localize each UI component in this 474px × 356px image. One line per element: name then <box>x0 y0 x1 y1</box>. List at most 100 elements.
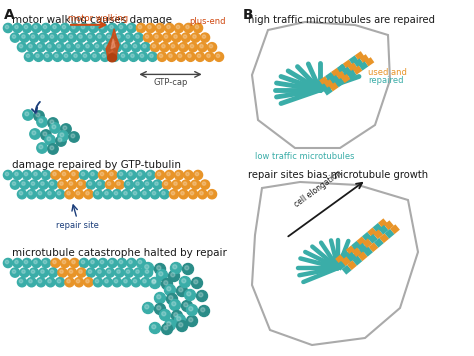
Circle shape <box>64 54 68 58</box>
Circle shape <box>171 192 175 195</box>
Circle shape <box>105 268 115 277</box>
Circle shape <box>144 33 153 42</box>
Circle shape <box>60 270 63 273</box>
Circle shape <box>50 123 60 133</box>
Circle shape <box>53 172 56 176</box>
Circle shape <box>67 180 77 189</box>
Circle shape <box>84 43 93 52</box>
Circle shape <box>102 54 106 58</box>
Circle shape <box>51 258 60 268</box>
Circle shape <box>198 43 207 52</box>
Circle shape <box>24 172 28 176</box>
Circle shape <box>29 268 38 277</box>
Circle shape <box>60 23 70 33</box>
Circle shape <box>89 171 98 179</box>
Circle shape <box>41 270 44 273</box>
Circle shape <box>58 131 68 141</box>
Circle shape <box>117 35 120 38</box>
Circle shape <box>41 35 44 38</box>
Circle shape <box>22 182 25 185</box>
Circle shape <box>50 270 54 273</box>
Circle shape <box>48 144 58 154</box>
Circle shape <box>22 171 32 179</box>
Circle shape <box>122 278 131 287</box>
Circle shape <box>180 277 191 288</box>
Circle shape <box>76 44 80 48</box>
Circle shape <box>34 172 37 176</box>
Circle shape <box>76 192 80 195</box>
Circle shape <box>5 25 9 29</box>
Circle shape <box>65 278 74 287</box>
Circle shape <box>174 182 177 185</box>
Circle shape <box>25 112 29 116</box>
Circle shape <box>181 192 184 195</box>
Circle shape <box>133 279 137 283</box>
Circle shape <box>72 25 75 29</box>
Circle shape <box>134 268 143 277</box>
Circle shape <box>103 190 112 199</box>
Text: GTP-cap: GTP-cap <box>153 78 188 88</box>
Circle shape <box>57 192 61 195</box>
Circle shape <box>91 25 94 29</box>
Circle shape <box>110 52 119 61</box>
Circle shape <box>184 303 188 307</box>
Circle shape <box>37 143 47 153</box>
Circle shape <box>115 33 124 42</box>
Circle shape <box>174 35 177 38</box>
Circle shape <box>27 43 36 52</box>
Circle shape <box>214 52 224 61</box>
Circle shape <box>86 33 96 42</box>
Circle shape <box>105 44 108 48</box>
Circle shape <box>80 258 89 268</box>
Circle shape <box>178 54 182 58</box>
Circle shape <box>155 182 158 185</box>
Circle shape <box>169 190 179 199</box>
Circle shape <box>171 44 175 48</box>
Circle shape <box>32 131 36 135</box>
Circle shape <box>91 172 94 176</box>
Circle shape <box>34 260 37 264</box>
Circle shape <box>13 23 22 33</box>
Circle shape <box>27 190 36 199</box>
Circle shape <box>153 180 162 189</box>
Circle shape <box>188 43 198 52</box>
Circle shape <box>119 52 128 61</box>
Circle shape <box>67 44 70 48</box>
Circle shape <box>145 182 149 185</box>
Circle shape <box>143 192 146 195</box>
Circle shape <box>182 33 191 42</box>
Circle shape <box>77 268 86 277</box>
Circle shape <box>208 190 217 199</box>
Circle shape <box>93 190 102 199</box>
Circle shape <box>201 180 210 189</box>
Circle shape <box>119 260 123 264</box>
Circle shape <box>134 180 143 189</box>
Circle shape <box>153 33 162 42</box>
Circle shape <box>176 172 180 176</box>
Circle shape <box>194 280 198 284</box>
Circle shape <box>137 171 146 179</box>
Circle shape <box>131 278 141 287</box>
Circle shape <box>36 54 39 58</box>
Circle shape <box>51 23 60 33</box>
Circle shape <box>93 278 102 287</box>
Circle shape <box>183 35 187 38</box>
Circle shape <box>19 192 23 195</box>
Circle shape <box>31 35 35 38</box>
Circle shape <box>105 192 108 195</box>
Circle shape <box>60 182 63 185</box>
Circle shape <box>53 52 62 61</box>
Circle shape <box>189 318 193 322</box>
Circle shape <box>155 293 165 304</box>
Circle shape <box>110 260 113 264</box>
Circle shape <box>5 260 9 264</box>
Circle shape <box>162 192 165 195</box>
Circle shape <box>150 190 160 199</box>
Circle shape <box>122 43 131 52</box>
Circle shape <box>174 314 185 325</box>
Circle shape <box>141 43 150 52</box>
Circle shape <box>13 171 22 179</box>
Circle shape <box>84 190 93 199</box>
Circle shape <box>162 324 173 335</box>
Circle shape <box>160 43 169 52</box>
